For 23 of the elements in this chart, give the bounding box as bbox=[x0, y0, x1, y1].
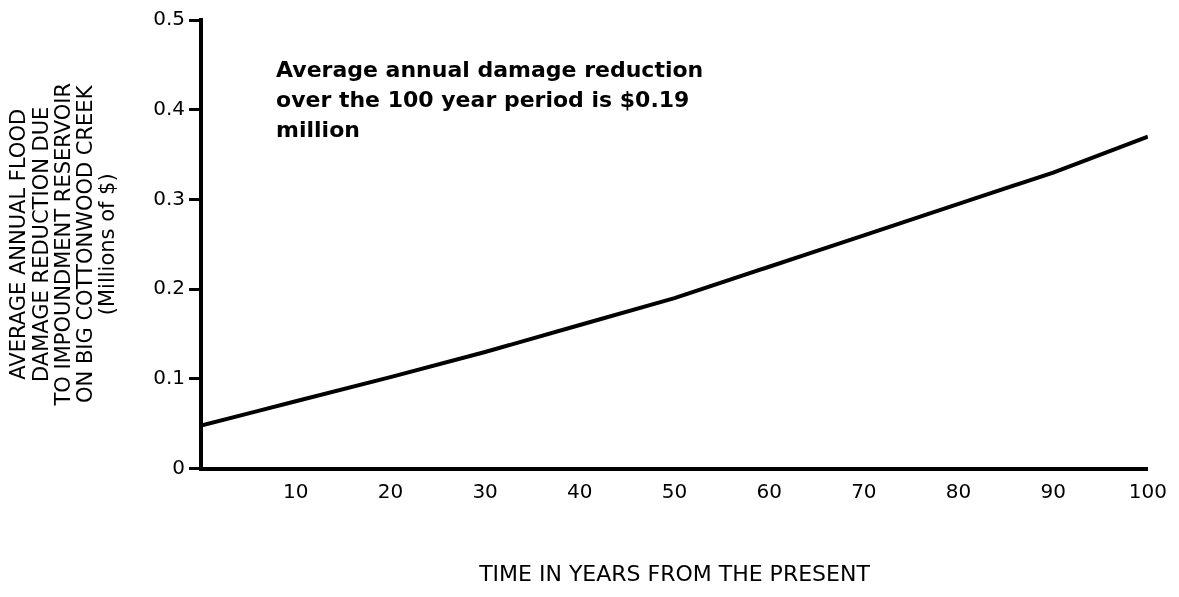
annotation: Average annual damage reduction over the 100 year period is $0.19 million bbox=[276, 56, 704, 142]
y-tick-label: 0.5 bbox=[153, 6, 186, 31]
x-tick-label: 10 bbox=[283, 478, 309, 503]
x-tick-label: 30 bbox=[472, 478, 498, 503]
text: DAMAGE REDUCTION DUE bbox=[28, 106, 53, 382]
x-tick-label: 20 bbox=[377, 478, 404, 503]
y-tick-label: 0 bbox=[172, 454, 186, 479]
y-tick-label: 0.2 bbox=[153, 275, 186, 300]
y-tick-label: 0.4 bbox=[153, 95, 186, 120]
text: TO IMPOUNDMENT RESERVOIR bbox=[50, 83, 75, 406]
y-tick-label: 0.1 bbox=[153, 365, 186, 390]
x-tick-label: 100 bbox=[1128, 478, 1168, 503]
text: ON BIG COTTONWOOD CREEK bbox=[72, 85, 97, 404]
text: (Millions of $) bbox=[94, 173, 119, 316]
x-axis-title: TIME IN YEARS FROM THE PRESENT bbox=[478, 560, 871, 586]
x-tick-label: 40 bbox=[567, 478, 593, 503]
text: AVERAGE ANNUAL FLOOD bbox=[6, 108, 31, 380]
x-tick-label: 70 bbox=[851, 478, 877, 503]
x-tick-label: 90 bbox=[1040, 478, 1066, 503]
x-tick-label: 60 bbox=[756, 478, 782, 503]
y-tick-label: 0.3 bbox=[153, 185, 186, 210]
x-tick-label: 80 bbox=[945, 478, 972, 503]
x-tick-label: 50 bbox=[661, 478, 688, 503]
